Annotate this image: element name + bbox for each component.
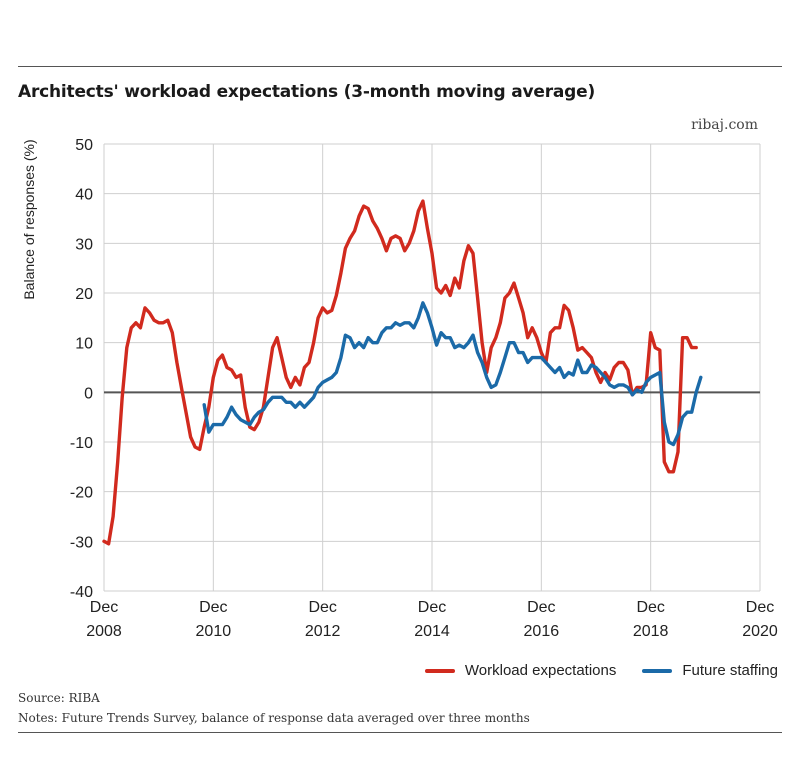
- source-note: Source: RIBA: [18, 691, 100, 705]
- x-tick-year: 2016: [524, 623, 560, 640]
- y-tick-label: 30: [75, 236, 93, 253]
- legend-swatch-workload: [424, 668, 455, 673]
- legend-label-workload: Workload expectations: [464, 662, 617, 679]
- x-tick-month: Dec: [418, 599, 446, 616]
- x-tick-year: 2020: [742, 623, 778, 640]
- y-tick-label: 0: [84, 385, 93, 402]
- y-tick-label: -20: [70, 485, 93, 502]
- x-tick-month: Dec: [746, 599, 774, 616]
- y-tick-label: -30: [70, 534, 93, 551]
- x-tick-year: 2018: [633, 623, 669, 640]
- x-tick-year: 2012: [305, 623, 341, 640]
- x-tick-year: 2010: [196, 623, 232, 640]
- x-tick-year: 2014: [414, 623, 450, 640]
- chart-title: Architects' workload expectations (3-mon…: [18, 82, 596, 102]
- top-rule: [18, 66, 782, 67]
- y-tick-label: -10: [70, 435, 93, 452]
- chart-notes: Source: RIBA Notes: Future Trends Survey…: [18, 688, 530, 728]
- x-tick-month: Dec: [90, 599, 118, 616]
- x-tick-month: Dec: [527, 599, 555, 616]
- grid-lines: [103, 143, 761, 592]
- legend-label-staffing: Future staffing: [682, 662, 778, 679]
- x-tick-month: Dec: [636, 599, 664, 616]
- x-tick-month: Dec: [308, 599, 336, 616]
- y-tick-label: 20: [75, 286, 93, 303]
- y-tick-label: 40: [75, 187, 93, 204]
- y-tick-label: 50: [75, 137, 93, 154]
- chart-axes: 50403020100-10-20-30-40Dec2008Dec2010Dec…: [21, 137, 778, 640]
- x-tick-year: 2008: [86, 623, 122, 640]
- legend-item-workload: Workload expectations: [424, 662, 617, 679]
- y-tick-label: 10: [75, 336, 93, 353]
- survey-note: Notes: Future Trends Survey, balance of …: [18, 711, 530, 725]
- source-credit: ribaj.com: [691, 117, 758, 133]
- bottom-rule: [18, 732, 782, 733]
- line-chart: 50403020100-10-20-30-40Dec2008Dec2010Dec…: [21, 137, 778, 640]
- series-line-workload-expectations: [102, 199, 698, 546]
- legend-item-staffing: Future staffing: [642, 662, 778, 679]
- series-line-future-staffing: [202, 301, 703, 447]
- y-axis-label: Balance of responses (%): [21, 139, 37, 299]
- x-tick-month: Dec: [199, 599, 227, 616]
- legend-swatch-staffing: [642, 668, 673, 673]
- chart-series: [102, 199, 703, 546]
- y-tick-label: -40: [70, 584, 93, 601]
- chart-legend: Workload expectations Future staffing: [399, 662, 778, 679]
